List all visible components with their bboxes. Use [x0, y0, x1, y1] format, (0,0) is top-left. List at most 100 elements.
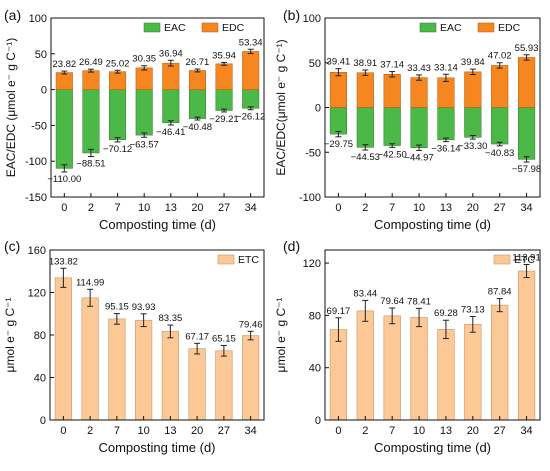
data-label-etc: 65.15 [212, 333, 236, 344]
x-tick-label: 20 [467, 202, 479, 214]
bar-etc [329, 329, 348, 421]
data-label-edc: 39.41 [327, 57, 351, 68]
legend: EAC EDC [143, 22, 245, 34]
x-tick-label: 27 [494, 202, 506, 214]
bar-eac [188, 89, 206, 119]
bar-etc [464, 324, 482, 421]
data-label-etc: 79.46 [239, 319, 263, 330]
bar-eac [464, 107, 482, 138]
y-axis-label: EAC/EDC(μmol e⁻ g C⁻¹) [274, 39, 288, 175]
y-tick-label: 80 [309, 310, 321, 322]
legend: ETC [493, 254, 535, 266]
bar-etc [491, 304, 509, 421]
bar-edc [464, 71, 482, 108]
y-tick-label: 0 [315, 103, 321, 115]
data-label-eac: −29.75 [324, 139, 353, 150]
chart-panel-b: (b) −29.75 39.41 −44.53 38.91 −42.50 37.14 −44.… [274, 7, 541, 232]
panel-label: (d) [283, 238, 300, 254]
y-axis-label: μmol e⁻ g C⁻¹ [274, 298, 288, 373]
data-label-etc: 95.15 [105, 302, 129, 313]
data-label-edc: 38.91 [353, 58, 377, 69]
data-label-edc: 26.49 [79, 57, 103, 68]
data-label-eac: −70.12 [103, 144, 132, 155]
data-label-edc: 30.35 [132, 54, 156, 65]
bar-etc [188, 348, 206, 421]
bar-eac [135, 89, 153, 136]
y-tick-label: 80 [34, 330, 46, 342]
data-label-eac: −33.30 [458, 141, 487, 152]
y-tick-label: 50 [35, 49, 47, 61]
bar-eac [109, 89, 127, 141]
bar-edc [188, 70, 206, 90]
x-tick-label: 0 [60, 425, 66, 437]
x-tick-label: 10 [138, 202, 150, 214]
x-tick-label: 20 [467, 425, 479, 437]
x-tick-label: 13 [165, 202, 177, 214]
x-tick-label: 7 [389, 425, 395, 437]
bar-edc [491, 65, 509, 108]
x-tick-label: 7 [114, 425, 120, 437]
bar-edc [356, 72, 374, 108]
panel-label: (c) [4, 238, 20, 254]
legend-label-eac: EAC [440, 22, 462, 34]
data-label-etc: 93.93 [132, 302, 156, 313]
x-tick-label: 2 [362, 425, 368, 437]
data-label-edc: 33.43 [407, 63, 431, 74]
x-tick-label: 13 [164, 425, 176, 437]
bar-eac [82, 89, 100, 154]
bar-etc [81, 297, 99, 421]
x-tick-label: 27 [218, 202, 230, 214]
bar-edc [55, 72, 73, 90]
x-tick-label: 10 [138, 425, 150, 437]
bar-edc [329, 71, 348, 108]
x-tick-label: 7 [115, 202, 121, 214]
bar-edc [242, 51, 260, 90]
bar-etc [161, 331, 179, 421]
data-label-edc: 25.02 [106, 58, 130, 69]
x-tick-label: 34 [245, 202, 257, 214]
legend-swatch-edc [201, 22, 219, 33]
bar-edc [135, 67, 153, 90]
y-axis-label: EAC/EDC (μmol e⁻ g C⁻¹) [4, 38, 18, 178]
x-tick-label: 20 [191, 202, 203, 214]
data-label-eac: −42.50 [378, 149, 407, 160]
bar-eac [55, 89, 73, 169]
legend-label-edc: EDC [222, 22, 245, 34]
y-tick-label: 0 [315, 415, 321, 427]
data-label-etc: 83.35 [158, 313, 182, 324]
data-label-eac: −36.14 [431, 144, 460, 155]
y-tick-label: 0 [40, 415, 46, 427]
data-label-eac: −46.41 [156, 127, 185, 138]
y-tick-label: -50 [305, 147, 321, 159]
bar-etc [410, 317, 428, 421]
y-tick-label: 100 [303, 13, 321, 25]
data-label-edc: 55.93 [515, 43, 539, 54]
bar-eac [215, 89, 233, 111]
x-tick-label: 20 [191, 425, 203, 437]
data-label-etc: 73.13 [461, 305, 485, 316]
data-label-etc: 69.17 [327, 306, 351, 317]
bar-etc [437, 329, 455, 421]
bar-eac [242, 89, 260, 109]
data-label-eac: −40.48 [183, 122, 212, 133]
legend-label-eac: EAC [164, 22, 186, 34]
bar-etc [54, 277, 72, 421]
data-label-edc: 53.34 [239, 37, 263, 48]
legend: ETC [217, 254, 259, 266]
data-label-edc: 26.71 [186, 57, 210, 68]
y-tick-label: 160 [28, 245, 46, 257]
data-label-eac: −44.97 [404, 152, 433, 163]
y-tick-label: 120 [303, 258, 321, 270]
bar-etc [517, 270, 536, 421]
x-tick-label: 0 [61, 202, 67, 214]
x-axis-label: Composting time (d) [374, 440, 491, 455]
legend-swatch-etc [217, 254, 235, 265]
y-axis-label: μmol e⁻ g C⁻¹ [3, 298, 17, 373]
bar-eac [491, 107, 509, 145]
data-label-edc: 37.14 [380, 60, 404, 71]
legend: EAC EDC [419, 22, 521, 34]
data-label-etc: 78.41 [407, 296, 431, 307]
x-tick-label: 2 [87, 425, 93, 437]
data-label-edc: 36.94 [159, 48, 183, 59]
bar-etc [108, 318, 126, 421]
